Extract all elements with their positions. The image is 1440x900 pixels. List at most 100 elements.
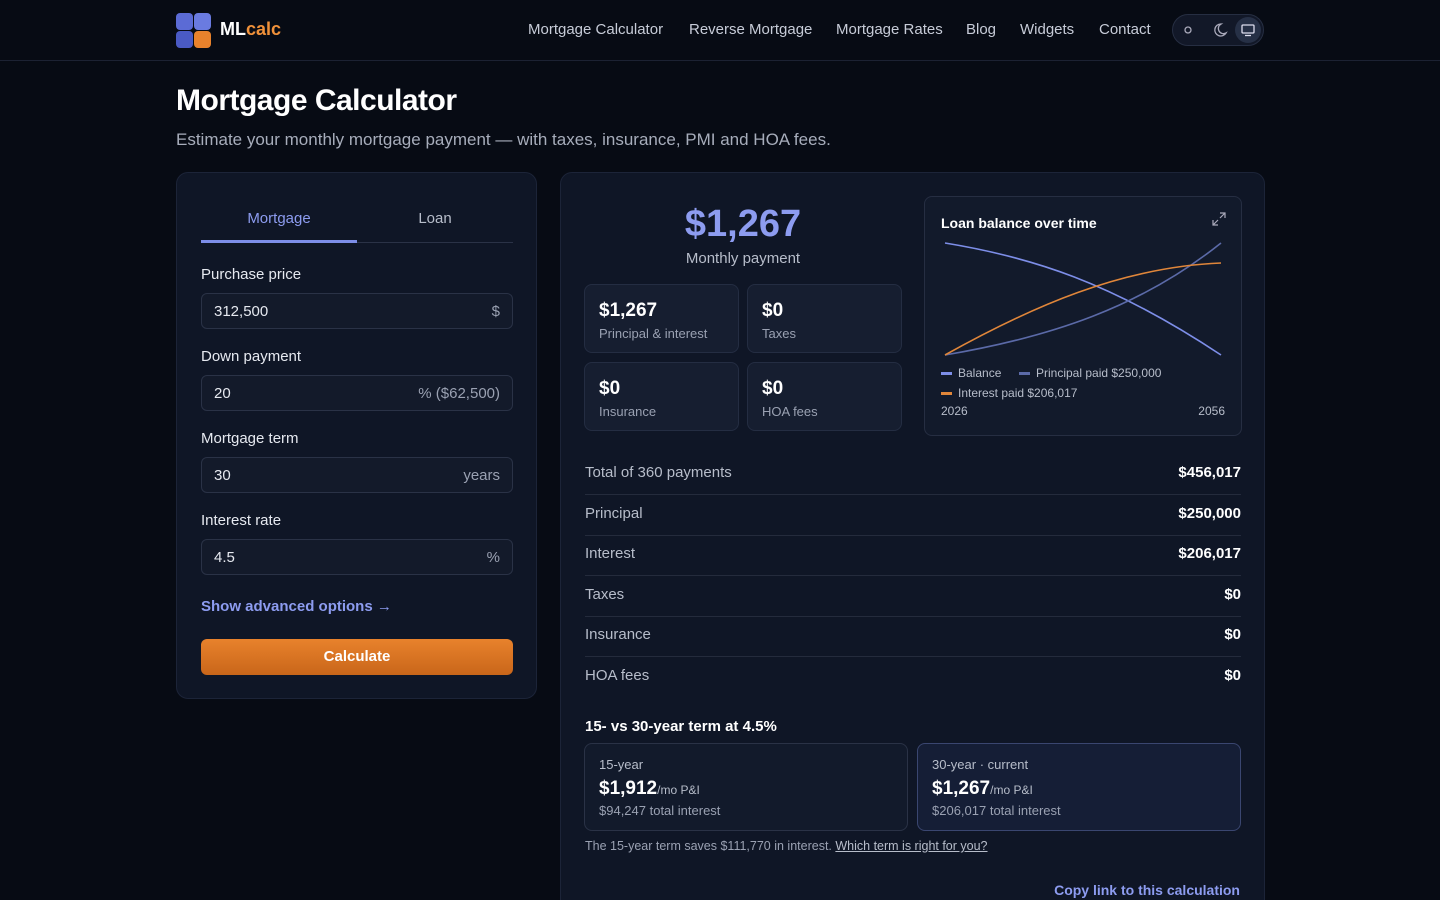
nav-link[interactable]: Widgets	[1020, 21, 1075, 38]
tab-indicator	[201, 240, 357, 243]
tab-loan[interactable]: Loan	[418, 210, 452, 227]
term-amount: $1,912	[599, 778, 658, 799]
light-theme-button[interactable]	[1184, 26, 1192, 34]
tile: $0 Taxes	[747, 284, 902, 353]
term-input[interactable]: 30 years	[201, 457, 513, 493]
term-interest: $206,017 total interest	[932, 803, 1061, 818]
nav-link[interactable]: Mortgage Calculator	[528, 21, 664, 38]
legend-label: Balance	[958, 366, 1002, 380]
top-nav: MLcalc Mortgage Calculator Reverse Mortg…	[0, 0, 1440, 61]
input-value: 20	[214, 385, 231, 402]
page-subtitle: Estimate your monthly mortgage payment —…	[176, 130, 831, 149]
interest-line	[944, 262, 1222, 356]
tile-label: Taxes	[762, 326, 796, 341]
term-payment: $1,267/mo P&I	[932, 778, 1033, 800]
term-interest: $94,247 total interest	[599, 803, 721, 818]
nav-link[interactable]: Mortgage Rates	[836, 21, 943, 38]
chart-title: Loan balance over time	[941, 215, 1097, 231]
balance-line	[944, 242, 1222, 356]
term: 15-year	[599, 757, 644, 772]
legend-label: Interest paid $206,017	[958, 386, 1078, 400]
monthly-payment-label: Monthly payment	[685, 250, 801, 267]
results-card: $1,267 Monthly payment $1,267 Principal &…	[560, 172, 1265, 900]
row-value: $456,017	[1178, 464, 1241, 481]
term-unit: /mo P&I	[657, 783, 700, 797]
term-help-link[interactable]: Which term is right for you?	[835, 839, 988, 853]
dark-theme-button[interactable]	[1214, 23, 1228, 37]
logo[interactable]	[176, 13, 211, 48]
field-label: Mortgage term	[201, 430, 299, 447]
tile-value: $0	[762, 378, 784, 399]
balance-chart	[944, 242, 1222, 356]
system-theme-button[interactable]	[1235, 17, 1261, 43]
legend-label: Principal paid $250,000	[1036, 366, 1162, 380]
x-start: 2026	[941, 404, 968, 418]
nav-link[interactable]: Blog	[966, 21, 997, 38]
row-label: Taxes	[585, 585, 625, 603]
input-unit: $	[491, 303, 500, 320]
calculate-button[interactable]: Calculate	[201, 639, 513, 675]
tile-value: $0	[599, 378, 621, 399]
input-unit: % ($62,500)	[418, 385, 500, 402]
tile: $1,267 Principal & interest	[584, 284, 739, 353]
breakdown-row: Taxes $0	[585, 576, 1241, 617]
term-payment: $1,912/mo P&I	[599, 778, 700, 800]
purchase-price-input[interactable]: 312,500 $	[201, 293, 513, 329]
nav-link[interactable]: Reverse Mortgage	[689, 21, 813, 38]
nav-link[interactable]: Contact	[1099, 21, 1151, 38]
rate-input[interactable]: 4.5%	[201, 539, 513, 575]
row-value: $250,000	[1178, 504, 1241, 522]
row-label: HOA fees	[585, 667, 650, 684]
field-label: Down payment	[201, 348, 302, 365]
brand-calc: calc	[246, 19, 282, 39]
row-value: $0	[1224, 585, 1241, 603]
tile-value: $1,267	[599, 300, 658, 321]
term: 30-year · current	[932, 757, 1029, 772]
term-amount: $1,267	[932, 778, 991, 799]
row-label: Principal	[585, 504, 643, 522]
input-card: Mortgage Loan Purchase price 312,500 $ Do…	[176, 172, 537, 699]
row-value: $0	[1224, 667, 1241, 684]
row-value: $206,017	[1178, 545, 1241, 563]
tile-label: HOA fees	[762, 404, 818, 419]
term-card: 15-year $1,912/mo P&I $94,247 total intere…	[584, 743, 908, 831]
chart-card: Loan balance over time Balance Principal…	[924, 196, 1242, 436]
tile: $0 Insurance	[584, 362, 739, 431]
monthly-payment: $1,267	[684, 203, 802, 245]
tab-mortgage[interactable]: Mortgage	[247, 210, 311, 227]
tab-divider	[201, 242, 513, 243]
principal-line	[944, 242, 1222, 356]
advanced-options-link[interactable]: Show advanced options →	[201, 598, 392, 615]
breakdown-row: HOA fees $0	[585, 657, 1241, 698]
row-label: Interest	[585, 545, 636, 563]
expand-button[interactable]	[1211, 211, 1227, 227]
input-value: 30	[214, 467, 231, 484]
breakdown-row: Total of 360 payments $456,017	[585, 454, 1241, 495]
input-value: 4.5	[214, 549, 235, 566]
page-title: Mortgage Calculator	[176, 84, 457, 117]
input-unit: years	[463, 467, 500, 484]
tile-label: Insurance	[599, 404, 657, 419]
legend-item: Principal paid $250,000	[1019, 366, 1161, 380]
comparison-note-line: The 15-year term saves $111,770 in inter…	[585, 839, 988, 853]
row-label: Total of 360 payments	[585, 464, 732, 481]
term-unit: /mo P&I	[990, 783, 1033, 797]
field-label: Interest rate	[201, 512, 282, 529]
brand[interactable]: MLcalc	[220, 19, 281, 40]
comparison-title: 15- vs 30-year term at 4.5%	[585, 718, 777, 735]
breakdown-row: Principal $250,000	[585, 495, 1241, 536]
x-end: 2056	[1198, 404, 1225, 418]
breakdown-row: Interest $206,017	[585, 535, 1241, 577]
field-label: Purchase price	[201, 266, 302, 283]
tile-value: $0	[762, 300, 784, 321]
copy-link[interactable]: Copy link to this calculation	[1054, 882, 1240, 898]
breakdown-row: Insurance $0	[585, 616, 1241, 658]
theme-switcher	[1172, 14, 1264, 46]
tile-label: Principal & interest	[599, 326, 708, 341]
legend-item: Balance	[941, 366, 1001, 380]
brand-ml: ML	[220, 19, 246, 39]
term-card-current: 30-year · current $1,267/mo P&I $206,017 t…	[917, 743, 1241, 831]
down-payment-input[interactable]: 20 % ($62,500)	[201, 375, 513, 411]
row-value: $0	[1224, 626, 1241, 644]
